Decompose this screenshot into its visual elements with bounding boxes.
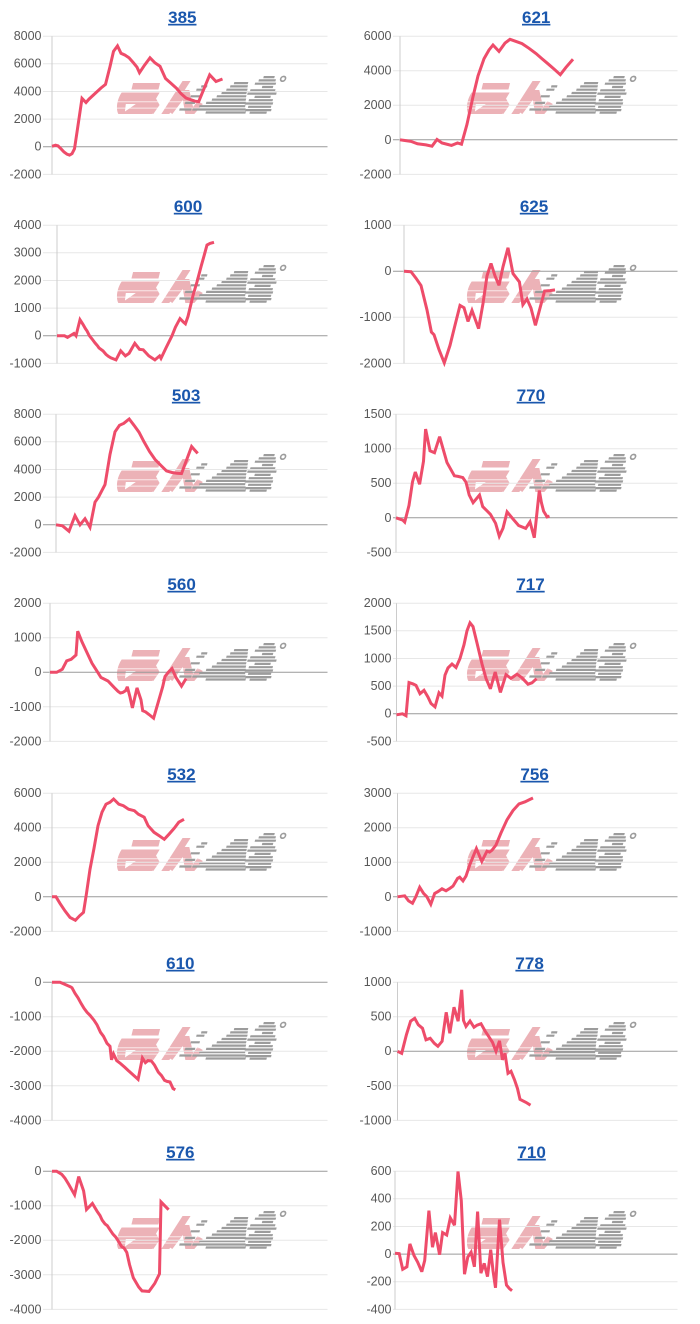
svg-text:-1000: -1000 [10, 1199, 42, 1213]
svg-text:500: 500 [371, 679, 392, 693]
svg-text:-2000: -2000 [10, 734, 42, 748]
svg-text:4000: 4000 [14, 462, 42, 476]
svg-text:0: 0 [385, 707, 392, 721]
svg-text:2000: 2000 [14, 596, 42, 610]
svg-text:8000: 8000 [14, 29, 42, 43]
svg-text:770: 770 [517, 386, 545, 405]
svg-text:8000: 8000 [14, 407, 42, 421]
svg-text:6000: 6000 [364, 29, 392, 43]
svg-text:532: 532 [167, 765, 195, 784]
svg-text:2000: 2000 [14, 112, 42, 126]
svg-text:717: 717 [516, 575, 544, 594]
svg-text:1000: 1000 [364, 855, 392, 869]
svg-text:6000: 6000 [14, 435, 42, 449]
svg-text:1500: 1500 [364, 624, 392, 638]
svg-text:-2000: -2000 [10, 1233, 42, 1247]
svg-text:3000: 3000 [364, 786, 392, 800]
svg-text:600: 600 [174, 197, 202, 216]
svg-text:-2000: -2000 [360, 356, 392, 370]
svg-text:0: 0 [385, 1044, 392, 1058]
svg-text:0: 0 [35, 1164, 42, 1178]
svg-text:4000: 4000 [14, 821, 42, 835]
svg-text:-1000: -1000 [10, 1010, 42, 1024]
svg-text:1000: 1000 [14, 301, 42, 315]
svg-text:-2000: -2000 [360, 167, 392, 181]
svg-text:4000: 4000 [364, 64, 392, 78]
svg-text:0: 0 [35, 329, 42, 343]
svg-text:2000: 2000 [364, 821, 392, 835]
svg-text:0: 0 [35, 890, 42, 904]
svg-text:0: 0 [385, 1247, 392, 1261]
svg-text:200: 200 [371, 1219, 392, 1233]
svg-text:-500: -500 [366, 545, 391, 559]
svg-text:6000: 6000 [14, 57, 42, 71]
svg-text:1000: 1000 [364, 975, 392, 989]
svg-text:-400: -400 [366, 1302, 391, 1316]
svg-text:2000: 2000 [364, 98, 392, 112]
svg-text:0: 0 [35, 518, 42, 532]
svg-text:1500: 1500 [364, 407, 392, 421]
svg-text:621: 621 [522, 8, 550, 27]
svg-text:0: 0 [385, 264, 392, 278]
svg-text:-1000: -1000 [360, 310, 392, 324]
svg-text:1000: 1000 [364, 651, 392, 665]
svg-text:576: 576 [166, 1143, 194, 1162]
svg-text:1000: 1000 [14, 631, 42, 645]
svg-text:0: 0 [35, 140, 42, 154]
svg-text:0: 0 [385, 890, 392, 904]
svg-text:-1000: -1000 [10, 356, 42, 370]
svg-text:-2000: -2000 [10, 545, 42, 559]
svg-text:-2000: -2000 [10, 1044, 42, 1058]
svg-text:4000: 4000 [14, 84, 42, 98]
svg-text:2000: 2000 [14, 855, 42, 869]
svg-text:-3000: -3000 [10, 1079, 42, 1093]
svg-text:-200: -200 [366, 1275, 391, 1289]
svg-text:503: 503 [172, 386, 200, 405]
svg-text:-1000: -1000 [360, 1113, 392, 1127]
svg-text:2000: 2000 [364, 596, 392, 610]
svg-text:-3000: -3000 [10, 1268, 42, 1282]
svg-text:-500: -500 [366, 734, 391, 748]
svg-text:1000: 1000 [364, 442, 392, 456]
svg-text:710: 710 [517, 1143, 545, 1162]
svg-text:-4000: -4000 [10, 1302, 42, 1316]
svg-text:625: 625 [520, 197, 548, 216]
svg-text:0: 0 [385, 511, 392, 525]
svg-text:756: 756 [520, 765, 548, 784]
svg-text:500: 500 [371, 476, 392, 490]
svg-text:-500: -500 [366, 1079, 391, 1093]
svg-text:1000: 1000 [364, 218, 392, 232]
svg-text:0: 0 [385, 133, 392, 147]
svg-text:2000: 2000 [14, 490, 42, 504]
svg-text:2000: 2000 [14, 273, 42, 287]
svg-text:560: 560 [167, 575, 195, 594]
svg-text:3000: 3000 [14, 246, 42, 260]
svg-text:385: 385 [168, 8, 196, 27]
svg-text:-2000: -2000 [10, 167, 42, 181]
svg-text:400: 400 [371, 1192, 392, 1206]
svg-text:610: 610 [166, 954, 194, 973]
svg-text:-1000: -1000 [360, 924, 392, 938]
svg-text:0: 0 [35, 665, 42, 679]
svg-text:-4000: -4000 [10, 1113, 42, 1127]
svg-text:778: 778 [515, 954, 543, 973]
svg-text:4000: 4000 [14, 218, 42, 232]
svg-text:-2000: -2000 [10, 924, 42, 938]
svg-text:0: 0 [35, 975, 42, 989]
svg-text:500: 500 [371, 1010, 392, 1024]
svg-text:-1000: -1000 [10, 700, 42, 714]
svg-text:6000: 6000 [14, 786, 42, 800]
svg-text:600: 600 [371, 1164, 392, 1178]
